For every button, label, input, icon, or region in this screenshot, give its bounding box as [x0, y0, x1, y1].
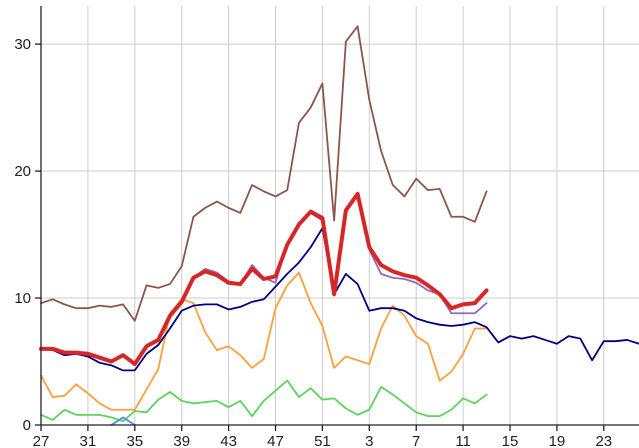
x-tick-label: 15	[502, 433, 519, 448]
x-tick-label: 7	[412, 433, 420, 448]
series-line-4	[40, 227, 639, 372]
series-line-1	[40, 25, 488, 322]
x-tick-label: 35	[126, 433, 143, 448]
series-layer	[39, 25, 639, 426]
series-line-5	[40, 379, 488, 423]
x-tick-label: 51	[314, 433, 331, 448]
x-tick-label: 43	[220, 433, 237, 448]
x-tick-label: 3	[365, 433, 373, 448]
y-tick-label: 0	[23, 417, 31, 434]
x-tick-label: 11	[455, 433, 471, 448]
series-line-6	[110, 416, 136, 426]
series-line-7	[39, 191, 489, 367]
x-tick-label: 47	[267, 433, 284, 448]
series-line-3	[40, 271, 488, 411]
axes: 27 31 35 39 43 47 51 3 7 11 15 19 23 0 10 20 30	[14, 6, 639, 448]
x-tick-label: 31	[80, 433, 97, 448]
y-tick-label: 30	[14, 36, 31, 53]
y-tick-label: 10	[14, 290, 31, 307]
x-tick-label: 27	[33, 433, 50, 448]
x-tick-label: 23	[595, 433, 612, 448]
x-tick-label: 39	[173, 433, 190, 448]
x-tick-label: 19	[549, 433, 566, 448]
y-tick-label: 20	[14, 163, 31, 180]
